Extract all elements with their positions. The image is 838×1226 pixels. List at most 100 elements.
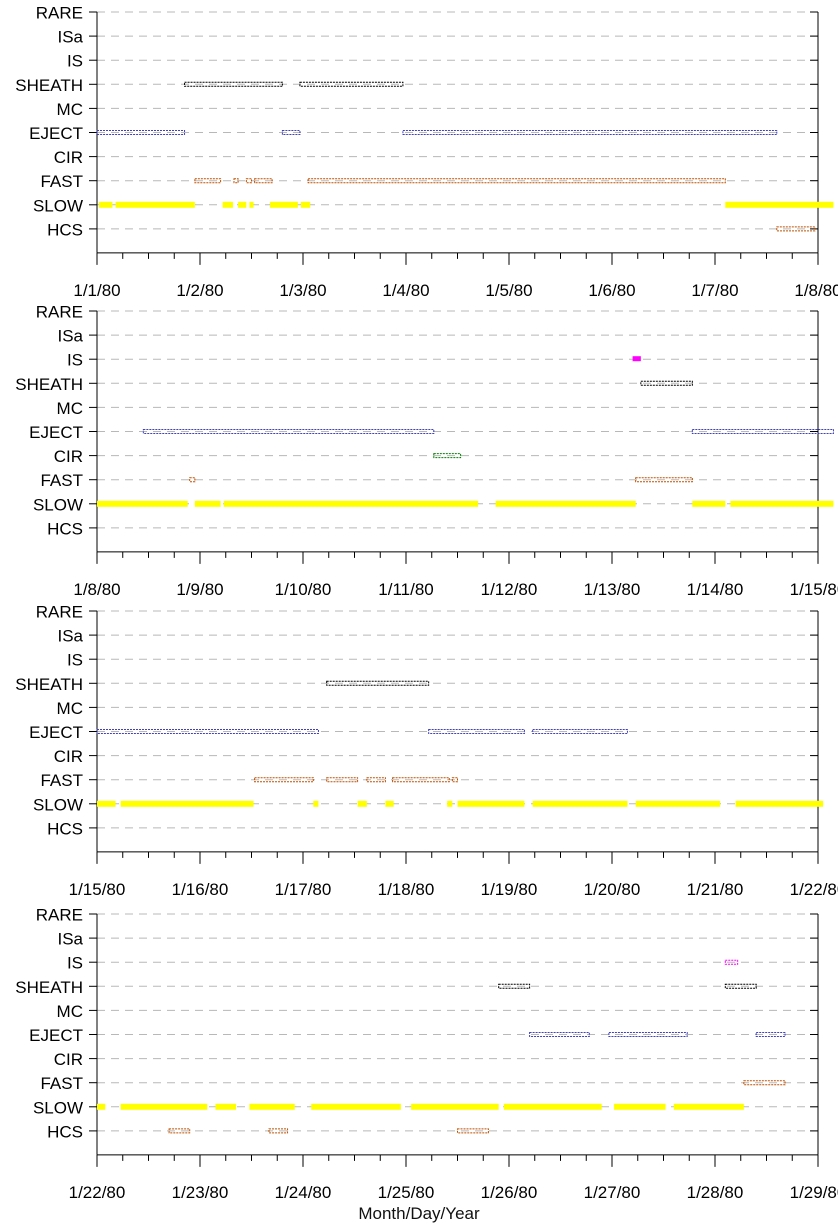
x-tick-label: 1/17/80	[275, 880, 332, 899]
x-tick-label: 1/21/80	[687, 880, 744, 899]
slow-interval-bar	[311, 1103, 401, 1110]
fast-interval-bar	[366, 777, 386, 783]
y-tick-label-cir: CIR	[54, 1050, 83, 1069]
y-tick-label-slow: SLOW	[33, 1098, 83, 1117]
y-tick-label-cir: CIR	[54, 148, 83, 167]
y-tick-label-rare: RARE	[36, 906, 83, 925]
eject-interval-bar	[532, 729, 628, 734]
x-tick-label: 1/24/80	[275, 1183, 332, 1202]
eject-interval-bar	[142, 429, 435, 434]
slow-interval-bar	[249, 1103, 295, 1110]
x-tick-label: 1/9/80	[176, 580, 223, 599]
fast-interval-bar	[254, 777, 314, 783]
y-tick-label-is: IS	[67, 351, 83, 370]
y-tick-label-isa: ISa	[57, 930, 83, 949]
slow-interval-bar	[222, 201, 233, 208]
hcs-interval-bar	[268, 1128, 289, 1134]
fast-interval-bar	[326, 777, 359, 783]
hcs-interval-bar	[776, 226, 816, 232]
x-tick-label: 1/3/80	[279, 281, 326, 300]
y-tick-label-hcs: HCS	[47, 220, 83, 239]
slow-interval-bar	[635, 800, 721, 807]
y-tick-label-eject: EJECT	[29, 723, 83, 742]
eject-interval-bar	[96, 729, 319, 734]
fast-interval-bar	[635, 477, 693, 483]
x-tick-label: 1/7/80	[691, 281, 738, 300]
slow-interval-bar	[357, 800, 367, 807]
y-tick-label-rare: RARE	[36, 4, 83, 23]
y-tick-label-mc: MC	[57, 699, 83, 718]
eject-interval-bar	[428, 729, 525, 734]
slow-interval-bar	[692, 500, 726, 507]
fast-interval-bar	[194, 178, 222, 184]
x-tick-label: 1/15/80	[69, 880, 126, 899]
y-tick-label-cir: CIR	[54, 747, 83, 766]
y-tick-label-sheath: SHEATH	[15, 675, 83, 694]
x-tick-label: 1/16/80	[172, 880, 229, 899]
fast-interval-bar	[307, 178, 726, 184]
slow-interval-bar	[457, 800, 525, 807]
slow-interval-bar	[97, 1103, 106, 1110]
sheath-interval-bar	[724, 983, 757, 989]
eject-interval-bar	[608, 1032, 688, 1037]
y-tick-label-rare: RARE	[36, 303, 83, 322]
x-tick-label: 1/22/80	[69, 1183, 126, 1202]
y-tick-label-rare: RARE	[36, 603, 83, 622]
eject-interval-bar	[402, 130, 778, 135]
x-tick-label: 1/27/80	[584, 1183, 641, 1202]
x-tick-label: 1/8/80	[73, 580, 120, 599]
y-tick-label-is: IS	[67, 954, 83, 973]
sheath-interval-bar	[326, 680, 430, 686]
slow-interval-bar	[730, 500, 834, 507]
x-tick-label: 1/28/80	[687, 1183, 744, 1202]
y-tick-label-hcs: HCS	[47, 819, 83, 838]
y-tick-label-sheath: SHEATH	[15, 978, 83, 997]
hcs-interval-bar	[457, 1128, 489, 1134]
hcs-interval-bar	[168, 1128, 191, 1134]
y-tick-label-sheath: SHEATH	[15, 375, 83, 394]
y-tick-label-eject: EJECT	[29, 1026, 83, 1045]
fast-interval-bar	[254, 178, 273, 184]
panel-4: RARE ISa IS SHEATH MC EJECT CIR FAST SLOW HCS 1/22…	[15, 906, 838, 1202]
y-tick-label-eject: EJECT	[29, 124, 83, 143]
eject-interval-bar	[755, 1032, 786, 1037]
x-tick-label: 1/1/80	[73, 281, 120, 300]
slow-interval-bar	[249, 201, 254, 208]
y-tick-label-fast: FAST	[40, 471, 83, 490]
x-tick-label: 1/10/80	[275, 580, 332, 599]
y-tick-label-sheath: SHEATH	[15, 76, 83, 95]
x-tick-label: 1/14/80	[687, 580, 744, 599]
y-tick-label-is: IS	[67, 651, 83, 670]
y-tick-label-cir: CIR	[54, 447, 83, 466]
is-interval-bar	[632, 356, 641, 362]
x-tick-label: 1/23/80	[172, 1183, 229, 1202]
y-tick-label-mc: MC	[57, 100, 83, 119]
slow-interval-bar	[447, 800, 453, 807]
slow-interval-bar	[725, 201, 834, 208]
x-tick-label: 1/6/80	[588, 281, 635, 300]
slow-interval-bar	[194, 500, 221, 507]
y-tick-label-slow: SLOW	[33, 196, 83, 215]
cir-interval-bar	[433, 453, 462, 459]
y-tick-label-hcs: HCS	[47, 519, 83, 538]
y-tick-label-fast: FAST	[40, 771, 83, 790]
fast-interval-bar	[451, 777, 459, 783]
slow-interval-bar	[735, 800, 824, 807]
slow-interval-bar	[495, 500, 636, 507]
x-tick-label: 1/20/80	[584, 880, 641, 899]
slow-interval-bar	[532, 800, 628, 807]
y-tick-label-hcs: HCS	[47, 1122, 83, 1141]
slow-interval-bar	[120, 800, 254, 807]
fast-interval-bar	[189, 477, 196, 483]
x-tick-label: 1/15/80	[790, 580, 838, 599]
y-tick-label-slow: SLOW	[33, 495, 83, 514]
x-tick-label: 1/19/80	[481, 880, 538, 899]
x-tick-label: 1/25/80	[378, 1183, 435, 1202]
slow-interval-bar	[411, 1103, 499, 1110]
sheath-interval-bar	[498, 983, 531, 989]
x-tick-label: 1/18/80	[378, 880, 435, 899]
panel-1: RARE ISa IS SHEATH MC EJECT CIR FAST SLOW HCS 1/1/…	[15, 4, 838, 300]
y-tick-label-isa: ISa	[57, 327, 83, 346]
y-tick-label-fast: FAST	[40, 1074, 83, 1093]
x-tick-label: 1/8/80	[794, 281, 838, 300]
